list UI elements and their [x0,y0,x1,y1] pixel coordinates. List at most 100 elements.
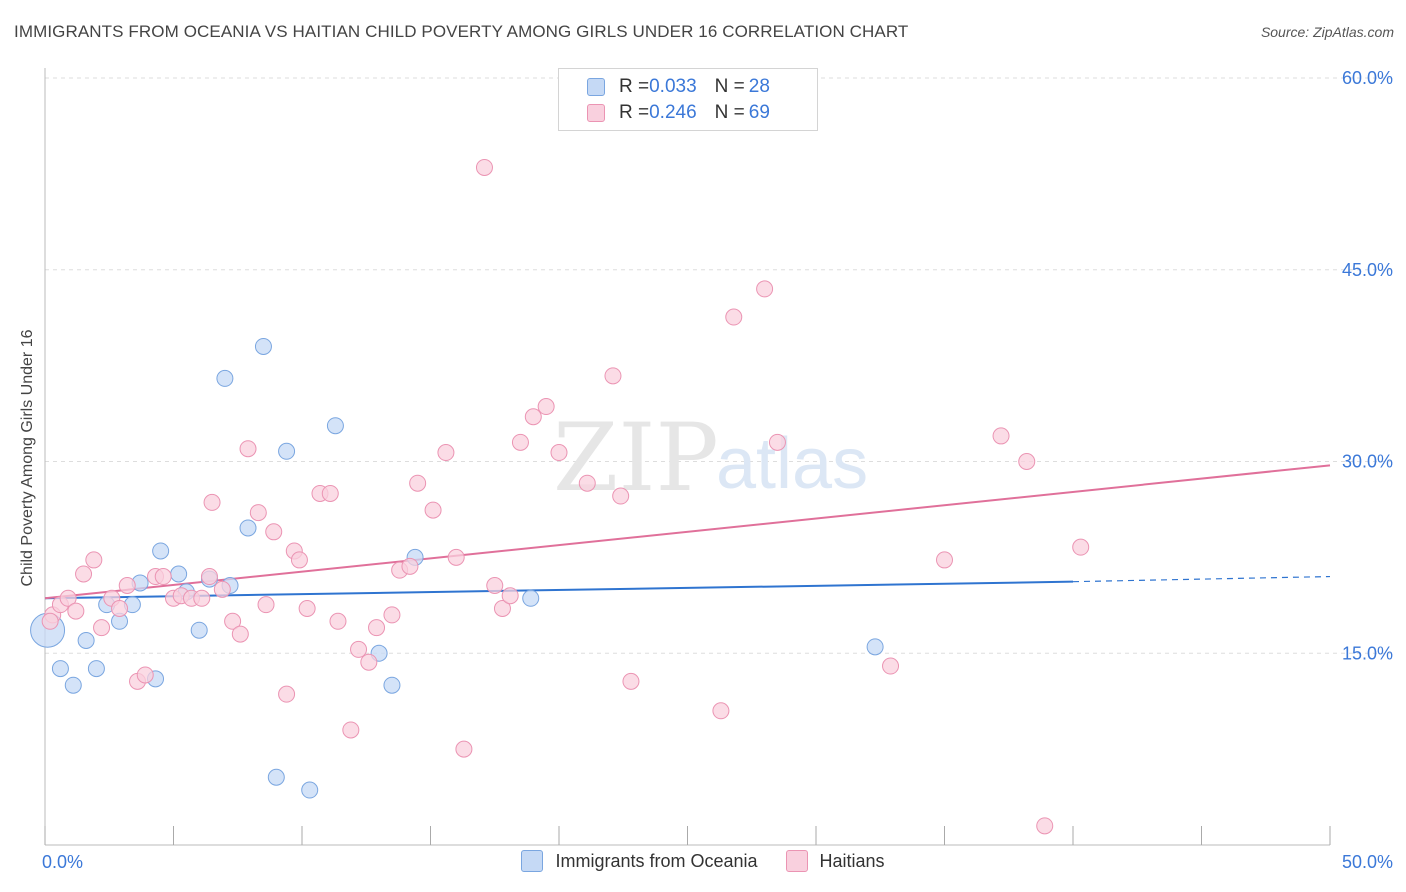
series-legend-haitians: Haitians [785,850,885,872]
haitian-point [475,158,493,176]
haitian-point [239,440,257,458]
haitian-point [265,523,283,541]
haitian-point [424,501,442,519]
haitian-point [257,596,275,614]
series-legend: Immigrants from Oceania Haitians [0,850,1406,872]
haitian-point [329,612,347,630]
data-points [30,158,1090,835]
haitian-point [231,625,249,643]
grid-lines [45,77,1392,654]
x-tick-label: 50.0% [1342,852,1393,872]
haitian-trend-line [44,464,1331,600]
oceania-point [267,768,285,786]
legend-n-value: 28 [748,76,770,97]
haitian-point [193,589,211,607]
oceania-point [170,565,188,583]
haitian-point [622,672,640,690]
legend-swatch-oceania [587,78,605,96]
haitian-point [93,619,111,637]
oceania-point [866,638,884,656]
haitian-point [524,408,542,426]
oceania-point [152,542,170,560]
haitian-point [486,576,504,594]
oceania-point [254,337,272,355]
haitian-point [111,600,129,618]
watermark: ZIP atlas [553,404,868,513]
haitian-point [493,600,511,618]
series-legend-oceania: Immigrants from Oceania [521,850,758,872]
haitian-point [725,308,743,326]
haitian-point [203,493,221,511]
legend-swatch-haitians [587,104,605,122]
axes [44,68,1331,846]
haitian-point [213,580,231,598]
oceania-trend-line [44,580,1074,600]
legend-row-oceania: R = 0.033 N = 28 [587,74,770,100]
haitian-point [501,587,519,605]
oceania-point [278,442,296,460]
chart-title: IMMIGRANTS FROM OCEANIA VS HAITIAN CHILD… [14,22,909,41]
series-swatch-haitians [785,850,808,872]
haitian-point [712,702,730,720]
oceania-point [190,621,208,639]
haitian-point [511,433,529,451]
series-swatch-oceania [521,850,544,872]
oceania-point [522,589,540,607]
haitian-point [756,280,774,298]
series-label-haitians: Haitians [819,850,885,871]
haitian-point [298,600,316,618]
oceania-point [216,369,234,387]
x-tick-label: 0.0% [42,852,83,872]
haitian-point [992,427,1010,445]
y-axis-label: Child Poverty Among Girls Under 16 [19,329,36,587]
y-tick-label: 15.0% [1342,643,1393,663]
legend-r-value: 0.033 [649,76,697,97]
haitian-point [342,721,360,739]
legend-row-haitians: R = 0.246 N = 69 [587,100,770,126]
oceania-point [64,676,82,694]
legend-r-label: R = [619,102,650,123]
correlation-legend: R = 0.033 N = 28 R = 0.246 N = 69 [558,68,818,131]
oceania-point [87,660,105,678]
y-tick-label: 30.0% [1342,452,1393,472]
haitian-point [936,551,953,569]
y-tick-label: 60.0% [1342,68,1393,88]
haitian-point [604,367,622,385]
haitian-point [550,444,568,462]
haitian-point [1018,453,1036,470]
haitian-point [278,685,296,703]
haitian-point [383,606,401,624]
haitian-point [537,398,555,416]
haitian-point [290,551,308,569]
haitian-point [136,666,154,684]
y-tick-label: 45.0% [1342,260,1393,280]
haitian-point [882,657,900,675]
haitian-point [154,568,172,586]
haitian-point [1036,817,1054,835]
haitian-point [1072,538,1090,556]
haitian-point [75,565,93,583]
haitian-point [447,548,465,566]
oceania-trend-extension [1072,575,1331,583]
haitian-point [321,484,339,502]
oceania-point [326,417,344,435]
source-note: Source: ZipAtlas.com [1260,24,1394,40]
series-label-oceania: Immigrants from Oceania [555,850,758,871]
oceania-point [77,631,95,649]
legend-r-value: 0.246 [649,102,697,123]
watermark-atlas: atlas [716,424,868,504]
haitian-point [249,504,267,522]
haitian-point [67,602,85,620]
oceania-point [239,519,257,537]
legend-n-label: N = [714,102,745,123]
haitian-point [409,474,427,492]
haitian-point [200,568,218,586]
legend-r-label: R = [619,76,650,97]
watermark-zip: ZIP [553,404,719,513]
tick-labels: 15.0% 30.0% 45.0% 60.0% 0.0% 50.0% [42,68,1393,872]
oceania-point [301,781,319,799]
haitian-point [401,557,419,575]
haitian-point [118,576,136,594]
haitian-point [85,551,103,569]
